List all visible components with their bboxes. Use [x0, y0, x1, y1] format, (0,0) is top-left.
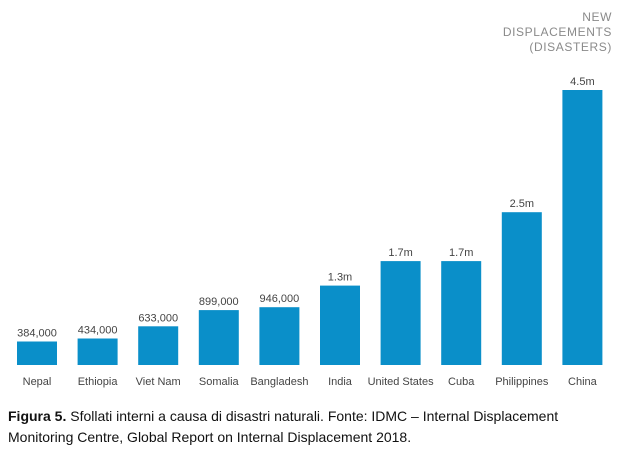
data-label: 1.7m — [388, 247, 412, 259]
x-tick-label: Viet Nam — [136, 376, 181, 388]
data-label: 2.5m — [510, 198, 534, 210]
x-tick-label: Ethiopia — [78, 376, 119, 388]
data-label: 899,000 — [199, 296, 239, 308]
x-tick-label: Nepal — [23, 376, 52, 388]
caption-text: Sfollati interni a causa di disastri nat… — [8, 408, 559, 445]
bar-united-states — [380, 261, 421, 365]
bar-nepal — [17, 341, 57, 365]
x-tick-label: United States — [368, 376, 435, 388]
x-tick-label: Bangladesh — [250, 376, 308, 388]
data-label: 384,000 — [17, 328, 57, 340]
data-label: 1.3m — [328, 272, 352, 284]
x-tick-label: India — [328, 376, 353, 388]
bar-india — [320, 285, 360, 365]
x-tick-label: Philippines — [495, 376, 549, 388]
bar-bangladesh — [259, 307, 300, 365]
x-tick-label: Cuba — [448, 376, 475, 388]
data-label: 4.5m — [570, 76, 594, 88]
data-label: 434,000 — [78, 325, 118, 337]
x-tick-label: Somalia — [199, 376, 240, 388]
bar-cuba — [441, 261, 482, 365]
legend-line-1: NEW — [582, 10, 612, 24]
bar-ethiopia — [77, 338, 118, 365]
legend-line-2: DISPLACEMENTS — [502, 25, 612, 39]
legend-title: NEW DISPLACEMENTS (DISASTERS) — [462, 10, 612, 55]
bar-viet-nam — [138, 326, 179, 365]
x-tick-label: China — [568, 376, 598, 388]
data-label: 946,000 — [260, 293, 300, 305]
caption-label: Figura 5. — [8, 408, 67, 424]
data-label: 1.7m — [449, 247, 473, 259]
bar-somalia — [198, 310, 239, 365]
data-label: 633,000 — [138, 312, 178, 324]
bar-philippines — [501, 212, 542, 365]
bar-china — [562, 90, 603, 365]
figure-caption: Figura 5. Sfollati interni a causa di di… — [8, 406, 620, 448]
bar-chart: 384,000 Nepal 434,000 Ethiopia 633,000 Viet N… — [17, 76, 603, 388]
legend-line-3: (DISASTERS) — [529, 40, 612, 54]
